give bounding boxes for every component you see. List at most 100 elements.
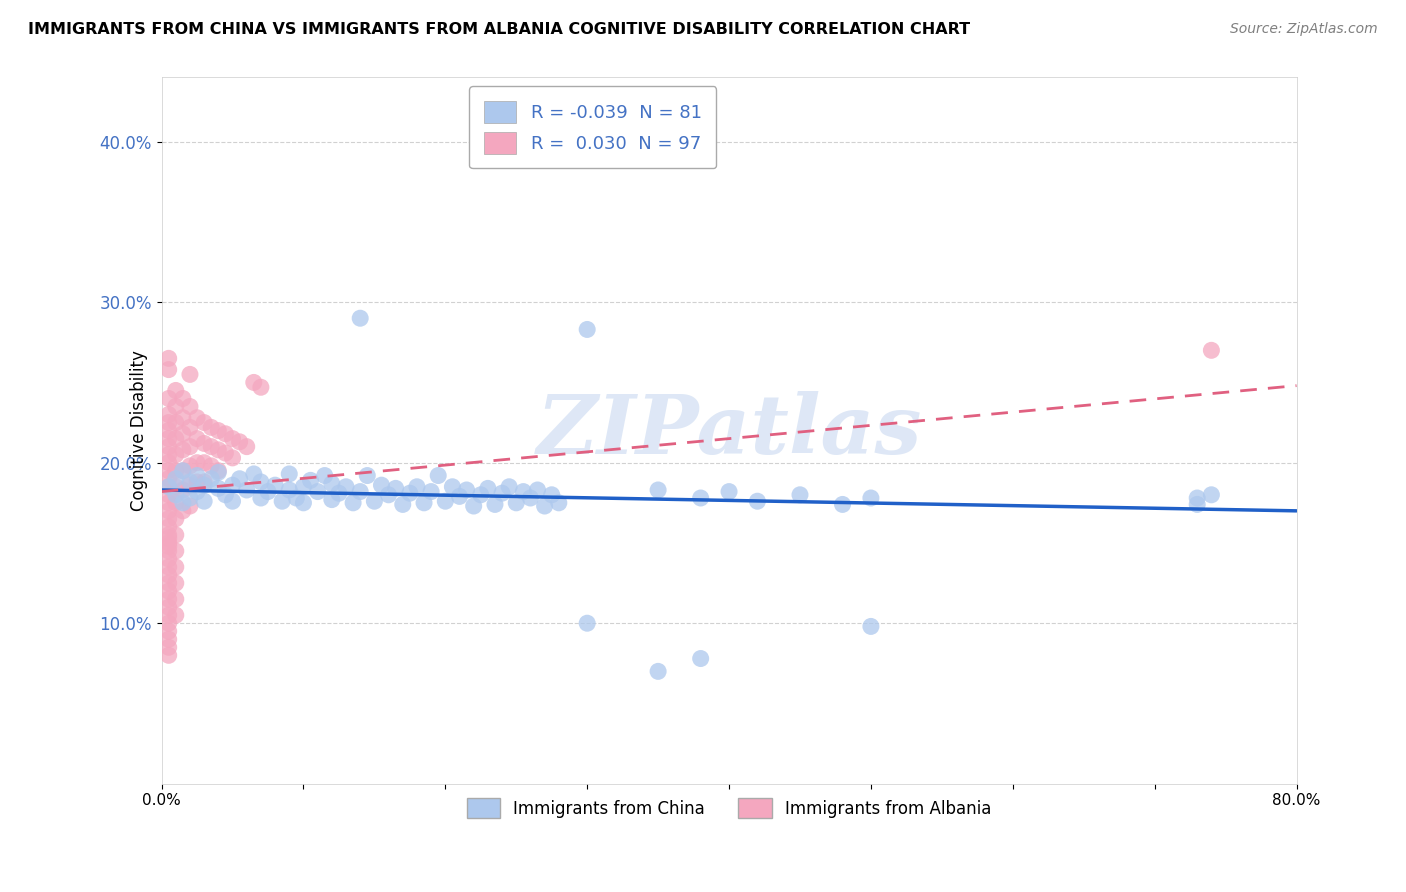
Point bbox=[157, 416, 180, 430]
Point bbox=[235, 483, 257, 497]
Point bbox=[157, 568, 180, 582]
Point bbox=[321, 492, 343, 507]
Point bbox=[356, 468, 378, 483]
Point bbox=[449, 490, 471, 504]
Point bbox=[576, 616, 599, 631]
Point bbox=[157, 480, 180, 494]
Point bbox=[179, 420, 201, 434]
Point bbox=[157, 472, 180, 486]
Point bbox=[299, 474, 322, 488]
Point bbox=[165, 400, 187, 414]
Point bbox=[200, 472, 222, 486]
Point bbox=[285, 491, 308, 505]
Point bbox=[157, 362, 180, 376]
Point bbox=[470, 488, 492, 502]
Point bbox=[186, 410, 208, 425]
Point bbox=[165, 464, 187, 478]
Point bbox=[1185, 491, 1208, 505]
Point bbox=[526, 483, 548, 497]
Point bbox=[314, 468, 336, 483]
Point bbox=[165, 544, 187, 558]
Point bbox=[179, 478, 201, 492]
Point bbox=[200, 440, 222, 454]
Point bbox=[193, 475, 215, 489]
Point bbox=[179, 491, 201, 505]
Point bbox=[420, 484, 443, 499]
Point bbox=[214, 488, 236, 502]
Point bbox=[235, 440, 257, 454]
Point bbox=[165, 576, 187, 591]
Point bbox=[157, 440, 180, 454]
Point bbox=[157, 600, 180, 615]
Point bbox=[157, 608, 180, 623]
Point bbox=[157, 624, 180, 639]
Point bbox=[292, 496, 315, 510]
Point bbox=[456, 483, 478, 497]
Point bbox=[157, 504, 180, 518]
Point bbox=[207, 482, 229, 496]
Point bbox=[172, 410, 194, 425]
Point bbox=[157, 531, 180, 545]
Point bbox=[165, 528, 187, 542]
Point bbox=[540, 488, 562, 502]
Point bbox=[186, 475, 208, 489]
Point bbox=[179, 458, 201, 473]
Point bbox=[377, 488, 399, 502]
Point bbox=[221, 432, 243, 446]
Point bbox=[172, 504, 194, 518]
Point bbox=[207, 424, 229, 438]
Point bbox=[157, 392, 180, 406]
Point bbox=[363, 494, 385, 508]
Point bbox=[165, 512, 187, 526]
Point bbox=[165, 472, 187, 486]
Point bbox=[647, 665, 669, 679]
Point bbox=[1201, 488, 1223, 502]
Point bbox=[214, 446, 236, 460]
Text: IMMIGRANTS FROM CHINA VS IMMIGRANTS FROM ALBANIA COGNITIVE DISABILITY CORRELATIO: IMMIGRANTS FROM CHINA VS IMMIGRANTS FROM… bbox=[28, 22, 970, 37]
Point bbox=[264, 478, 287, 492]
Point bbox=[484, 498, 506, 512]
Point bbox=[157, 520, 180, 534]
Point bbox=[427, 468, 450, 483]
Point bbox=[207, 442, 229, 457]
Point bbox=[271, 494, 294, 508]
Point bbox=[157, 464, 180, 478]
Point bbox=[250, 491, 273, 505]
Point bbox=[157, 536, 180, 550]
Point bbox=[165, 384, 187, 398]
Point bbox=[157, 528, 180, 542]
Point bbox=[157, 351, 180, 366]
Point bbox=[576, 322, 599, 336]
Point bbox=[165, 488, 187, 502]
Point bbox=[157, 552, 180, 566]
Legend: Immigrants from China, Immigrants from Albania: Immigrants from China, Immigrants from A… bbox=[460, 791, 998, 825]
Point bbox=[165, 432, 187, 446]
Point bbox=[157, 544, 180, 558]
Point bbox=[463, 499, 485, 513]
Point bbox=[477, 482, 499, 496]
Point bbox=[179, 475, 201, 489]
Point bbox=[157, 432, 180, 446]
Point bbox=[278, 483, 301, 497]
Point bbox=[221, 478, 243, 492]
Point bbox=[859, 619, 882, 633]
Point bbox=[307, 484, 329, 499]
Point bbox=[172, 442, 194, 457]
Point bbox=[519, 491, 541, 505]
Point bbox=[228, 472, 250, 486]
Point bbox=[179, 400, 201, 414]
Point bbox=[398, 486, 420, 500]
Point bbox=[391, 498, 413, 512]
Point bbox=[193, 494, 215, 508]
Point bbox=[157, 632, 180, 647]
Point bbox=[498, 480, 520, 494]
Point bbox=[193, 416, 215, 430]
Point bbox=[221, 450, 243, 465]
Point bbox=[179, 440, 201, 454]
Point bbox=[157, 424, 180, 438]
Point bbox=[200, 458, 222, 473]
Point bbox=[384, 482, 406, 496]
Point bbox=[172, 483, 194, 497]
Point bbox=[859, 491, 882, 505]
Point bbox=[747, 494, 769, 508]
